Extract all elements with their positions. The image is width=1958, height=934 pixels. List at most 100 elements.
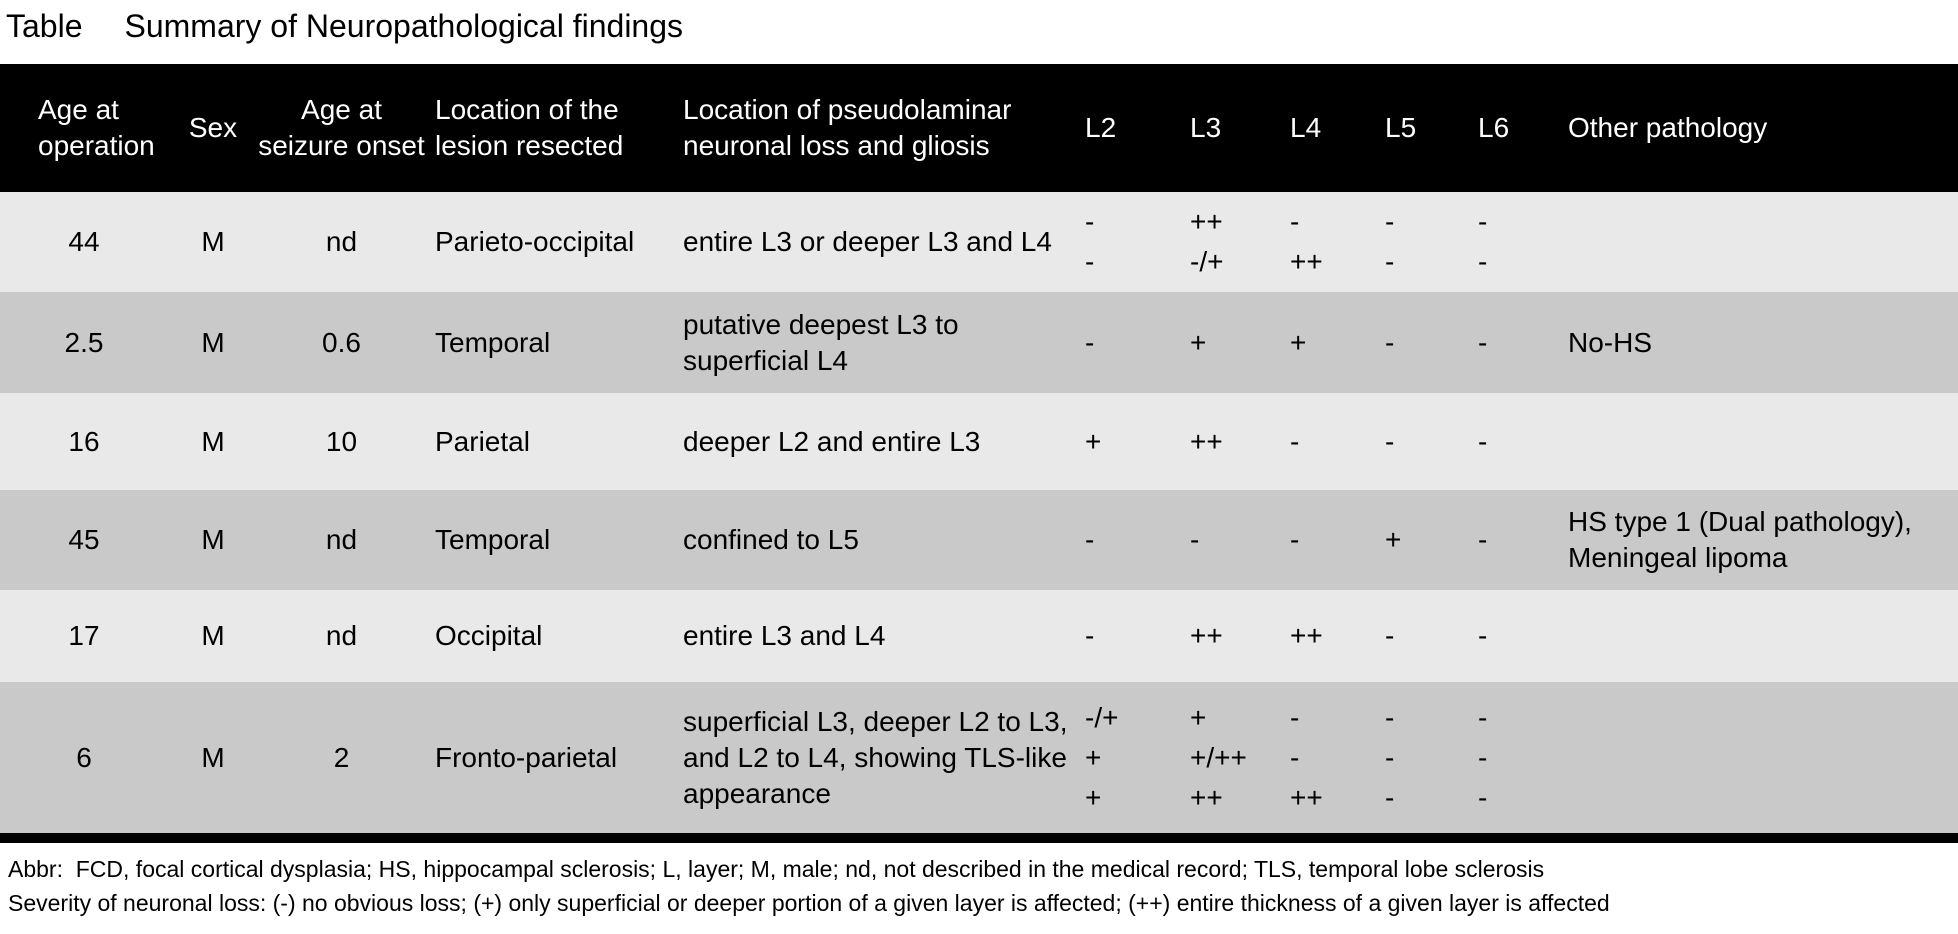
cell-L3: - bbox=[1180, 490, 1282, 590]
column-header-L6: L6 bbox=[1478, 112, 1510, 143]
severity-marker: - bbox=[1290, 524, 1300, 555]
cell-L4: - bbox=[1282, 490, 1378, 590]
column-header-age_onset: Age at seizure onset bbox=[258, 94, 425, 161]
severity-marker: ++ bbox=[1290, 781, 1323, 813]
severity-marker: - bbox=[1478, 701, 1488, 733]
table-title-label: Table bbox=[6, 8, 83, 44]
cell-age_onset: nd bbox=[325, 524, 358, 555]
footnote-severity-legend: Severity of neuronal loss: (-) no obviou… bbox=[8, 890, 1610, 916]
cell-L2: - bbox=[1075, 292, 1180, 393]
cell-L2: + bbox=[1075, 393, 1180, 490]
footnote-abbreviations: Abbr: FCD, focal cortical dysplasia; HS,… bbox=[8, 856, 1545, 882]
cell-age_op: 17 bbox=[68, 620, 100, 651]
severity-marker: + bbox=[1085, 781, 1102, 813]
cell-sex: M bbox=[201, 620, 225, 651]
cell-lesion: Parieto-occipital bbox=[435, 226, 635, 257]
cell-L2: -/+ + + bbox=[1075, 682, 1180, 833]
cell-sex: M bbox=[201, 326, 225, 358]
severity-marker: - bbox=[1385, 425, 1395, 457]
cell-lesion: Parietal bbox=[435, 425, 530, 457]
severity-marker: - bbox=[1385, 781, 1395, 813]
severity-marker: + bbox=[1290, 326, 1307, 358]
cell-other: No-HS bbox=[1568, 326, 1653, 358]
cell-L6: - bbox=[1472, 292, 1560, 393]
cell-pseudolaminar: confined to L5 bbox=[683, 524, 859, 555]
column-header-L5: L5 bbox=[1385, 112, 1417, 143]
cell-L3: ++ bbox=[1180, 590, 1282, 682]
cell-L3: + bbox=[1180, 292, 1282, 393]
severity-marker: + bbox=[1385, 524, 1402, 555]
column-header-age_op: Age at operation bbox=[38, 94, 155, 161]
cell-L4: + bbox=[1282, 292, 1378, 393]
cell-lesion: Temporal bbox=[435, 524, 551, 555]
cell-sex: M bbox=[201, 425, 225, 457]
cell-L6: -- bbox=[1472, 192, 1560, 292]
column-header-pseudolaminar: Location of pseudolaminar neuronal loss … bbox=[683, 94, 1012, 161]
severity-marker: - bbox=[1085, 206, 1095, 237]
cell-pseudolaminar: entire L3 or deeper L3 and L4 bbox=[683, 226, 1052, 257]
cell-other: HS type 1 (Dual pathology), Meningeal li… bbox=[1568, 506, 1912, 573]
severity-marker: - bbox=[1385, 701, 1395, 733]
cell-age_onset: nd bbox=[325, 620, 358, 651]
cell-L3: + +/++ ++ bbox=[1180, 682, 1282, 833]
cell-pseudolaminar: putative deepest L3 to superficial L4 bbox=[683, 308, 959, 376]
table-title-text: Summary of Neuropathological findings bbox=[124, 8, 684, 44]
cell-L4: - - ++ bbox=[1282, 682, 1378, 833]
cell-L5: - - - bbox=[1378, 682, 1472, 833]
severity-marker: - bbox=[1290, 425, 1300, 457]
severity-marker: ++ bbox=[1290, 620, 1323, 651]
cell-L5: + bbox=[1378, 490, 1472, 590]
severity-marker: -/+ bbox=[1085, 701, 1119, 733]
severity-marker: ++ bbox=[1190, 620, 1223, 651]
severity-marker: + bbox=[1190, 326, 1207, 358]
column-header-lesion: Location of the lesion resected bbox=[435, 94, 624, 161]
cell-sex: M bbox=[201, 524, 225, 555]
cell-L6: - bbox=[1472, 393, 1560, 490]
cell-age_onset: 10 bbox=[325, 425, 358, 457]
severity-marker: ++ bbox=[1190, 781, 1223, 813]
cell-lesion: Occipital bbox=[435, 620, 543, 651]
severity-marker: ++ bbox=[1190, 425, 1223, 457]
severity-marker: - bbox=[1385, 741, 1395, 773]
severity-marker: - bbox=[1385, 246, 1395, 277]
cell-L6: - bbox=[1472, 590, 1560, 682]
cell-age_onset: 0.6 bbox=[322, 326, 361, 358]
cell-other bbox=[1560, 590, 1958, 682]
severity-marker: - bbox=[1478, 425, 1488, 457]
column-header-L3: L3 bbox=[1190, 112, 1222, 143]
severity-marker: - bbox=[1085, 326, 1095, 358]
severity-marker: -/+ bbox=[1190, 246, 1224, 277]
cell-age_op: 6 bbox=[76, 741, 92, 773]
severity-marker: + bbox=[1085, 425, 1102, 457]
table-row: 16 M 10 Parietal deeper L2 and entire L3 + ++ -… bbox=[0, 393, 1958, 490]
table-header-row: Age at operation Sex Age at seizure onset L… bbox=[0, 64, 1958, 192]
cell-L5: - bbox=[1378, 393, 1472, 490]
column-header-sex: Sex bbox=[188, 112, 238, 143]
footnotes: Abbr: FCD, focal cortical dysplasia; HS,… bbox=[0, 843, 1958, 920]
cell-age_op: 45 bbox=[68, 524, 100, 555]
severity-marker: - bbox=[1385, 326, 1395, 358]
severity-marker: ++ bbox=[1190, 206, 1223, 237]
cell-L4: - ++ bbox=[1282, 192, 1378, 292]
severity-marker: - bbox=[1290, 206, 1300, 237]
cell-other bbox=[1560, 682, 1958, 833]
cell-L5: -- bbox=[1378, 192, 1472, 292]
table-row: 2.5 M 0.6 Temporal putative deepest L3 to su… bbox=[0, 292, 1958, 393]
cell-age_onset: nd bbox=[325, 226, 358, 257]
cell-L3: ++ -/+ bbox=[1180, 192, 1282, 292]
severity-marker: + bbox=[1085, 741, 1102, 773]
severity-marker: - bbox=[1478, 781, 1488, 813]
cell-age_op: 16 bbox=[68, 425, 100, 457]
neuropathology-table: Age at operation Sex Age at seizure onset L… bbox=[0, 64, 1958, 843]
column-header-L4: L4 bbox=[1290, 112, 1322, 143]
cell-L4: ++ bbox=[1282, 590, 1378, 682]
severity-marker: +/++ bbox=[1190, 741, 1247, 773]
cell-L2: -- bbox=[1075, 192, 1180, 292]
cell-L2: - bbox=[1075, 490, 1180, 590]
cell-lesion: Fronto-parietal bbox=[435, 741, 618, 773]
cell-L6: - - - bbox=[1472, 682, 1560, 833]
cell-lesion: Temporal bbox=[435, 326, 551, 358]
